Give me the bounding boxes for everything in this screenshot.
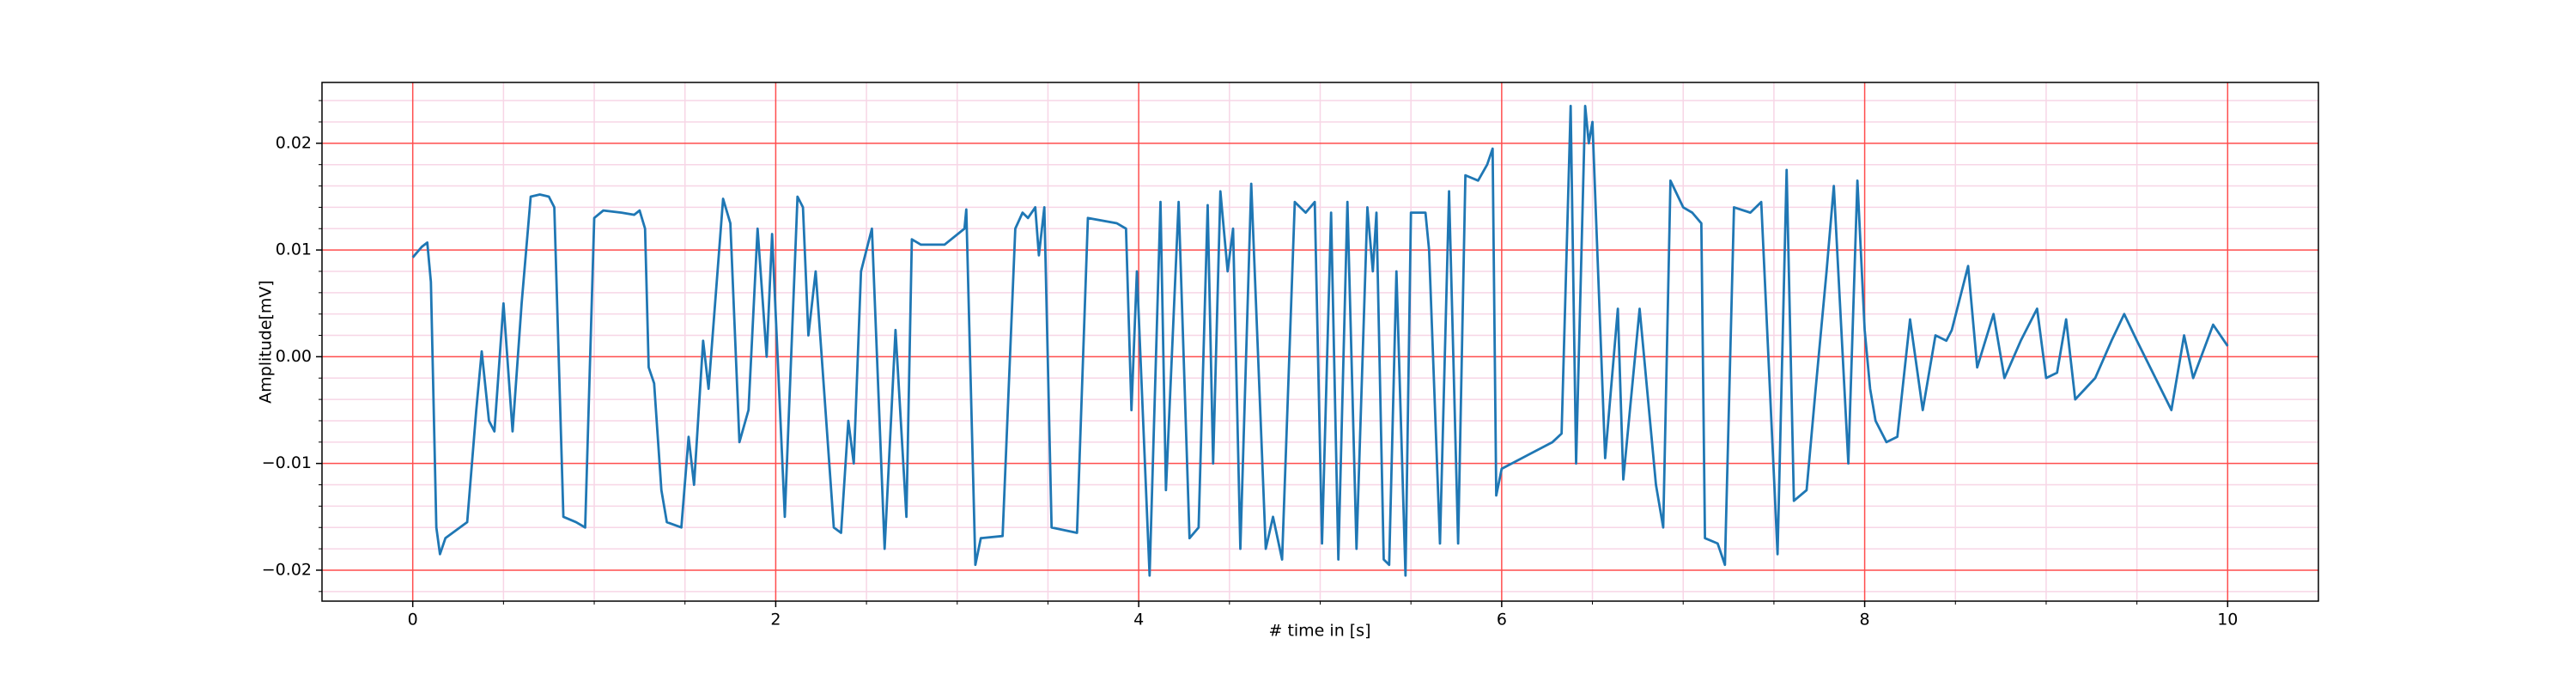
x-tick-label: 4 — [1133, 611, 1144, 629]
y-tick-label: −0.02 — [262, 560, 312, 579]
x-tick-label: 2 — [770, 611, 781, 629]
x-tick-label: 0 — [408, 611, 418, 629]
y-tick-label: 0.01 — [276, 240, 312, 259]
y-tick-label: 0.02 — [276, 133, 312, 152]
data-line — [411, 104, 2229, 577]
y-axis-label: Amplitude[mV] — [257, 280, 276, 404]
plot-frame — [321, 82, 2319, 602]
x-tick-label: 6 — [1497, 611, 1507, 629]
x-axis-label: # time in [s] — [1268, 622, 1370, 641]
x-tick-label: 10 — [2217, 611, 2238, 629]
x-tick-label: 8 — [1860, 611, 1870, 629]
y-tick-label: −0.01 — [262, 453, 312, 472]
y-tick-label: 0.00 — [276, 347, 312, 366]
